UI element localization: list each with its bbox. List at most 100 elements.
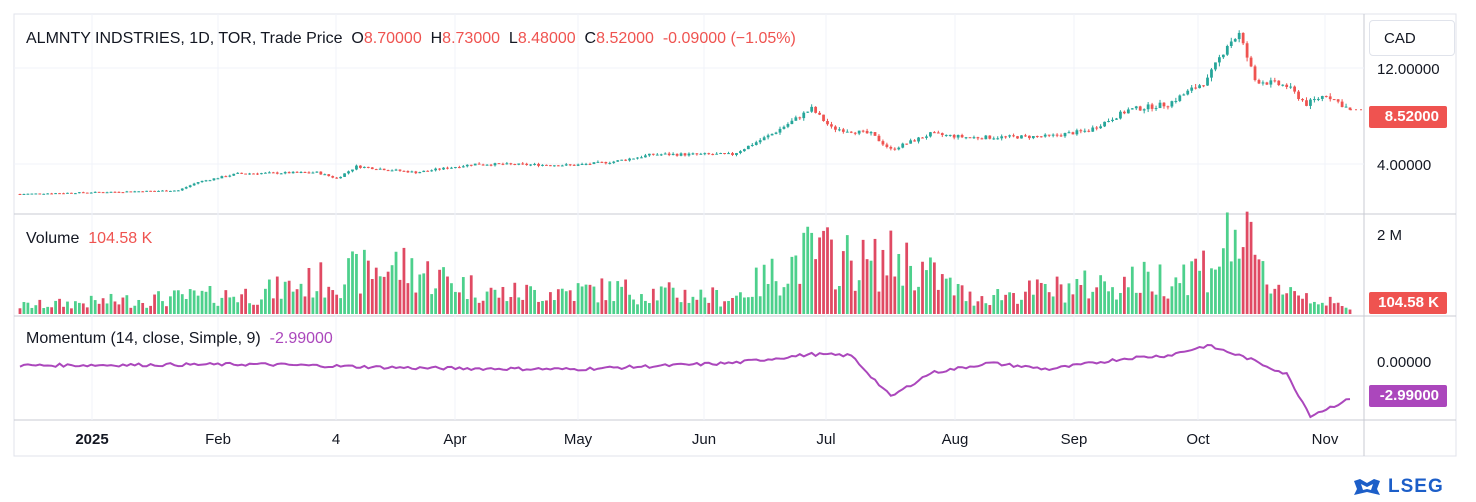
volume-bar [291, 291, 295, 314]
volume-bar [184, 298, 188, 314]
candle [640, 157, 643, 159]
currency-button[interactable]: CAD [1369, 20, 1455, 56]
candle [1020, 135, 1023, 139]
candle [1301, 99, 1304, 101]
volume-bar [1051, 296, 1055, 314]
volume-bar [1210, 268, 1213, 314]
volume-bar [572, 300, 576, 314]
volume-bar [608, 281, 612, 314]
volume-bar [956, 283, 960, 314]
volume-bar [746, 297, 750, 314]
open-value: 8.70000 [363, 30, 422, 47]
candle [1028, 135, 1031, 139]
volume-bar [18, 308, 22, 314]
candle [901, 143, 905, 148]
volume-bar [157, 291, 160, 314]
candle [1285, 84, 1289, 87]
candle [790, 120, 794, 125]
candle [62, 193, 65, 195]
volume-bar [1178, 283, 1182, 314]
candle [632, 158, 635, 160]
volume-bar [909, 265, 913, 314]
volume-bar [913, 290, 916, 314]
candle [822, 114, 825, 122]
volume-bar [1031, 294, 1035, 314]
time-tick-label: 2025 [75, 431, 108, 448]
volume-bar [450, 283, 453, 314]
candle [1257, 80, 1261, 84]
candle [826, 121, 829, 125]
volume-bar [723, 301, 726, 314]
candle [493, 163, 497, 166]
volume-bar [117, 304, 121, 314]
candle [1218, 57, 1221, 63]
candle [715, 153, 719, 155]
candle [434, 168, 438, 171]
volume-bar [1146, 271, 1150, 314]
candle [1000, 136, 1004, 139]
volume-bar [1344, 307, 1348, 314]
candle [1162, 102, 1166, 107]
volume-bar [1123, 276, 1126, 314]
volume-bar [976, 301, 980, 314]
volume-bar [754, 267, 758, 314]
volume-bar [244, 288, 247, 314]
volume-bar [1130, 266, 1134, 314]
volume-bar [180, 294, 184, 314]
volume-bar [600, 278, 604, 314]
volume-bar [509, 296, 513, 314]
candle [81, 192, 85, 194]
candle [1249, 57, 1253, 67]
volume-bar [66, 301, 69, 314]
candle [885, 144, 889, 147]
volume-bar [70, 308, 73, 314]
volume-bar [1320, 302, 1324, 314]
candle [699, 153, 703, 155]
volume-bar [374, 267, 378, 314]
candle [762, 137, 766, 141]
time-tick-label: Nov [1312, 431, 1339, 448]
volume-bar [390, 265, 394, 314]
volume-bar [1194, 258, 1198, 314]
volume-bar [826, 227, 829, 314]
volume-bar [873, 238, 877, 314]
candle [1047, 134, 1051, 136]
candle [533, 163, 536, 165]
volume-bar [1166, 298, 1170, 314]
candle [192, 183, 196, 186]
candle [675, 153, 679, 156]
volume-bar [810, 232, 814, 314]
candle [264, 172, 267, 174]
volume-bar [616, 281, 620, 314]
volume-bar [1289, 287, 1293, 314]
volume-bar [172, 290, 176, 314]
candle [295, 171, 299, 173]
candle [275, 172, 279, 174]
volume-bar [315, 291, 319, 314]
candle [1324, 96, 1328, 98]
candle [446, 167, 449, 169]
candle [651, 153, 655, 155]
candle [497, 163, 501, 165]
volume-bar [406, 283, 410, 314]
volume-bar [1047, 292, 1051, 314]
volume-bar [252, 304, 255, 314]
volume-bar [568, 290, 572, 314]
candle [323, 174, 327, 176]
candle [873, 132, 877, 136]
volume-bar [1305, 293, 1308, 314]
candle [188, 185, 192, 188]
candle [1261, 82, 1265, 84]
candle [936, 132, 940, 134]
volume-value: 104.58 K [88, 230, 153, 247]
candle [319, 171, 323, 175]
volume-bar [936, 289, 940, 314]
high-label: H [430, 30, 443, 47]
volume-bar [319, 262, 323, 314]
candle [89, 192, 93, 194]
volume-bar [1115, 299, 1118, 314]
volume-bar [1257, 259, 1261, 314]
volume-legend: Volume 104.58 K [26, 230, 152, 248]
candle [327, 174, 331, 177]
